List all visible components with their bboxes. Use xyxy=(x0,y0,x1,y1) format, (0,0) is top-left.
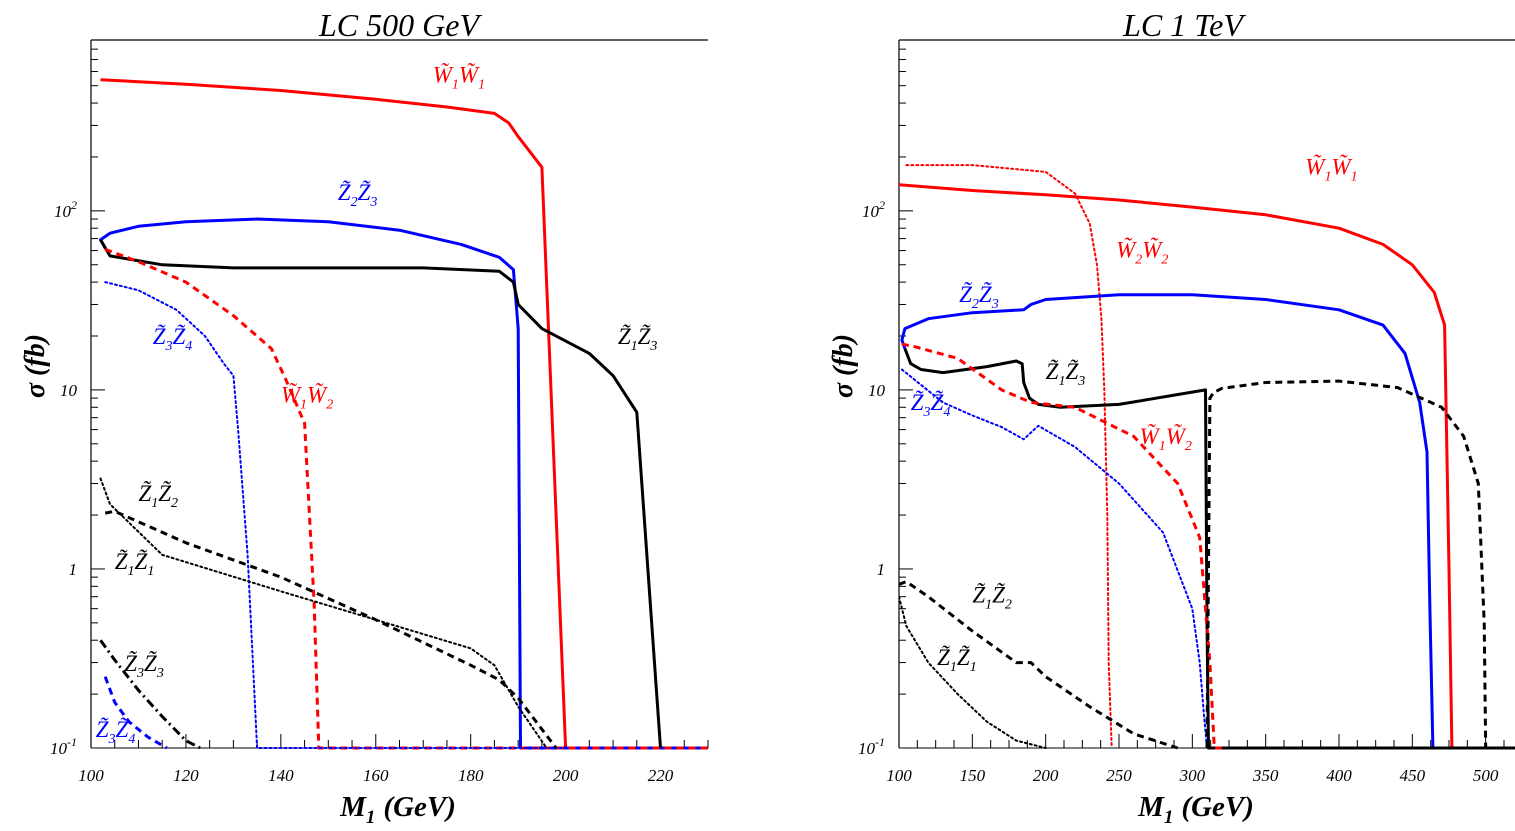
x-tick-label: 120 xyxy=(173,766,199,785)
y-tick-label: 10 xyxy=(60,381,78,400)
chart-title: LC 500 GeV xyxy=(318,7,482,43)
curve-label: W̃1W̃2 xyxy=(281,382,333,413)
y-axis-label: σ (fb) xyxy=(828,334,859,398)
y-axis-label-text: σ (fb) xyxy=(20,334,51,398)
series-line xyxy=(99,639,201,750)
series-group xyxy=(99,78,708,750)
y-tick-label: 102 xyxy=(54,198,77,221)
y-tick-label: 10 xyxy=(868,381,886,400)
x-tick-label: 350 xyxy=(1252,766,1279,785)
curve-label: W̃1W̃2 xyxy=(1140,423,1192,454)
y-ticks xyxy=(899,39,913,749)
svg-text:M1(GeV): M1 (GeV) xyxy=(1137,791,1254,828)
y-tick-label: 1 xyxy=(69,560,78,579)
svg-text:M1(GeV): M1 (GeV) xyxy=(339,791,456,828)
curve-label: Z̃1Z̃1 xyxy=(937,645,977,676)
series-line xyxy=(900,368,1208,749)
curve-label: Z̃1Z̃2 xyxy=(138,480,178,511)
curve-label: W̃1W̃1 xyxy=(1305,154,1357,185)
curve-label: Z̃3Z̃4 xyxy=(96,716,136,747)
series-line xyxy=(903,348,1515,750)
curve-label: Z̃3Z̃4 xyxy=(911,390,951,421)
series-line xyxy=(100,78,708,750)
y-axis-label: σ (fb) xyxy=(20,334,51,398)
y-tick-label: 102 xyxy=(862,198,885,221)
x-ticks xyxy=(898,734,1505,748)
y-tick-label: 10-1 xyxy=(858,735,885,758)
series-line xyxy=(901,342,1222,750)
x-axis-label: M1 (GeV) xyxy=(1137,791,1254,828)
curve-label: Z̃3Z̃4 xyxy=(153,324,193,355)
series-line xyxy=(104,509,558,749)
x-axis-label: M1 (GeV) xyxy=(339,791,456,828)
y-tick-label: 10-1 xyxy=(50,735,77,758)
curve-label: Z̃1Z̃3 xyxy=(618,324,658,355)
x-tick-label: 150 xyxy=(960,766,986,785)
x-tick-label: 180 xyxy=(458,766,484,785)
x-tick-label: 250 xyxy=(1106,766,1132,785)
curve-label: Z̃1Z̃3 xyxy=(1046,358,1086,389)
plot-frame xyxy=(90,39,708,749)
curve-label: Z̃2Z̃3 xyxy=(959,281,999,312)
x-tick-label: 160 xyxy=(363,766,389,785)
series-line xyxy=(99,217,708,750)
x-axis-label-text: M xyxy=(339,791,367,823)
x-tick-label: 200 xyxy=(1033,766,1059,785)
x-tick-label: 450 xyxy=(1400,766,1426,785)
x-tick-label: 400 xyxy=(1326,766,1352,785)
series-line xyxy=(1205,379,1488,749)
x-axis-label-sub: 1 xyxy=(366,807,376,828)
series-line xyxy=(900,293,1515,750)
x-tick-label: 500 xyxy=(1473,766,1499,785)
curve-label: Z̃1Z̃1 xyxy=(115,548,155,579)
curve-label: Z̃3Z̃3 xyxy=(124,650,164,681)
x-axis-label-text: M xyxy=(1137,791,1165,823)
y-axis-label-text: σ (fb) xyxy=(828,334,859,398)
y-tick-label: 1 xyxy=(877,560,886,579)
x-tick-label: 200 xyxy=(553,766,579,785)
curve-label: W̃1W̃1 xyxy=(433,62,485,93)
series-line xyxy=(99,477,548,749)
series-line xyxy=(899,595,1047,749)
curve-label: Z̃2Z̃3 xyxy=(338,179,378,210)
chart-title: LC 1 TeV xyxy=(1122,7,1246,43)
x-tick-label: 100 xyxy=(886,766,912,785)
y-ticks xyxy=(91,39,105,749)
series-line xyxy=(905,164,1113,749)
x-axis-label-unit: (GeV) xyxy=(1181,791,1253,823)
series-group xyxy=(899,164,1515,750)
x-tick-label: 300 xyxy=(1179,766,1206,785)
x-tick-label: 220 xyxy=(648,766,674,785)
curve-label: W̃2W̃2 xyxy=(1116,237,1168,268)
series-line xyxy=(899,183,1515,750)
series-line xyxy=(104,281,567,749)
series-line xyxy=(103,676,168,750)
series-line xyxy=(99,238,662,749)
curve-label: Z̃1Z̃2 xyxy=(972,582,1012,613)
x-axis-label-unit: (GeV) xyxy=(383,791,455,823)
x-axis-label-sub: 1 xyxy=(1164,807,1174,828)
series-line xyxy=(899,580,1179,750)
x-tick-label: 100 xyxy=(78,766,104,785)
x-tick-label: 140 xyxy=(268,766,294,785)
